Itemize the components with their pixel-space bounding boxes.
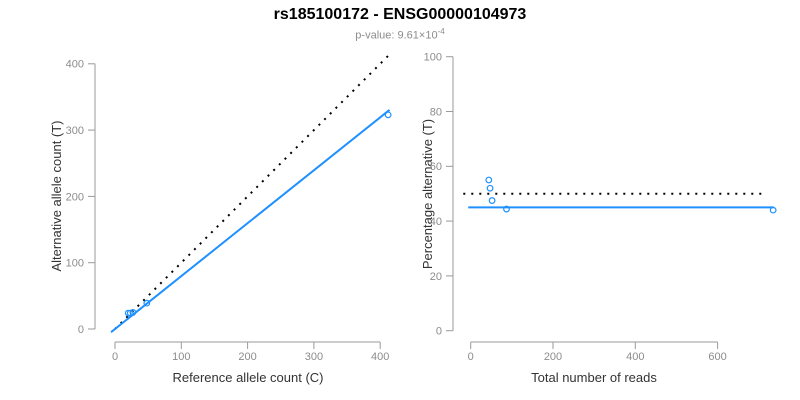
- x-tick-label: 200: [238, 351, 256, 363]
- p-value-text: p-value: 9.61×10: [355, 29, 438, 42]
- page-title: rs185100172 - ENSG00000104973: [273, 6, 527, 23]
- right-x-axis-title: Total number of reads: [531, 370, 657, 385]
- y-tick-label: 0: [436, 326, 442, 338]
- data-point: [488, 197, 496, 204]
- data-point: [384, 111, 392, 119]
- identity-line: [114, 54, 390, 330]
- p-value-exponent: -4: [437, 27, 445, 36]
- x-tick-label: 600: [708, 351, 726, 363]
- data-point: [143, 299, 151, 307]
- x-tick-label: 400: [626, 351, 644, 363]
- y-tick-label: 20: [430, 271, 442, 283]
- x-tick-label: 0: [468, 351, 474, 363]
- y-tick-label: 200: [66, 191, 84, 203]
- x-tick-label: 0: [112, 351, 118, 363]
- y-tick-label: 400: [66, 59, 84, 71]
- x-tick-label: 300: [305, 351, 323, 363]
- x-tick-label: 400: [371, 351, 389, 363]
- fit-line: [110, 109, 391, 333]
- data-point: [129, 309, 137, 316]
- data-point: [503, 205, 510, 213]
- y-tick-label: 40: [430, 216, 442, 228]
- data-point: [126, 309, 134, 317]
- y-tick-label: 300: [66, 125, 84, 137]
- p-value-subtitle: p-value: 9.61×10-4: [0, 27, 800, 42]
- x-tick-label: 100: [172, 351, 190, 363]
- right-y-axis-title: Percentage alternative (T): [420, 119, 435, 269]
- left-y-axis-title: Alternative allele count (T): [49, 120, 64, 271]
- y-tick-label: 0: [78, 324, 84, 336]
- data-point: [486, 184, 494, 192]
- data-point: [769, 206, 777, 214]
- y-tick-label: 100: [66, 258, 84, 270]
- y-tick-label: 80: [430, 106, 442, 118]
- x-tick-label: 200: [544, 351, 562, 363]
- data-point: [124, 309, 132, 317]
- y-tick-label: 60: [430, 161, 442, 173]
- y-tick-label: 100: [424, 52, 442, 64]
- data-point: [485, 176, 493, 184]
- left-x-axis-title: Reference allele count (C): [172, 370, 323, 385]
